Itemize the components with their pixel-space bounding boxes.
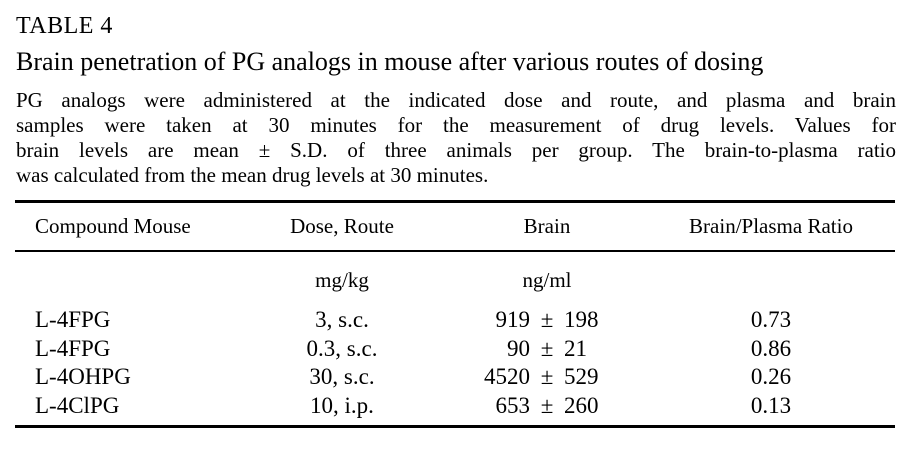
cell-dose-route: 0.3, s.c. — [306, 335, 378, 361]
description-line-4: was calculated from the mean drug levels… — [16, 163, 489, 187]
plus-minus-symbol: ± — [540, 307, 554, 332]
table-description: PG analogs were administered at the indi… — [16, 88, 896, 188]
table-body: L-4FPG 3, s.c. 919 ± 198 0.73 L-4FPG 0.3… — [16, 306, 896, 420]
units-ratio-empty — [647, 268, 895, 292]
table-header-row: Compound Mouse Dose, Route Brain Brain/P… — [15, 203, 895, 250]
cell-ratio: 0.26 — [750, 364, 792, 389]
cell-brain-value: 919 ± 198 — [447, 306, 647, 335]
cell-ratio: 0.13 — [750, 392, 792, 418]
plus-minus-symbol: ± — [540, 392, 554, 418]
table-bottom-rule — [15, 425, 895, 428]
cell-brain-value: 653 ± 260 — [447, 392, 647, 421]
column-header-brain: Brain — [523, 214, 571, 238]
table-row: L-4FPG 3, s.c. 919 ± 198 0.73 — [15, 306, 895, 335]
table-header-rule — [15, 250, 895, 252]
column-header-dose-route: Dose, Route — [290, 214, 394, 238]
table-row: L-4FPG 0.3, s.c. 90 ± 21 0.86 — [15, 335, 895, 364]
brain-sd: 198 — [564, 307, 599, 332]
cell-compound: L-4ClPG — [35, 392, 120, 418]
table-top-rule — [15, 200, 895, 203]
table-units-row: mg/kg ng/ml — [15, 252, 895, 292]
units-compound-empty — [15, 268, 237, 292]
cell-brain-value: 90 ± 21 — [447, 335, 647, 364]
table-caption: Brain penetration of PG analogs in mouse… — [16, 47, 764, 76]
plus-minus-symbol: ± — [540, 335, 554, 361]
units-dose: mg/kg — [315, 268, 369, 292]
cell-compound: L-4FPG — [35, 335, 111, 361]
table-row: L-4ClPG 10, i.p. 653 ± 260 0.13 — [15, 392, 895, 421]
brain-mean: 653 — [495, 392, 531, 418]
table-number-label: TABLE 4 — [16, 13, 113, 39]
table-row: L-4OHPG 30, s.c. 4520 ± 529 0.26 — [15, 363, 895, 392]
column-header-brain-plasma-ratio: Brain/Plasma Ratio — [689, 214, 853, 238]
cell-ratio: 0.86 — [750, 335, 792, 361]
cell-dose-route: 30, s.c. — [309, 364, 375, 389]
cell-compound: L-4FPG — [35, 307, 111, 332]
brain-mean: 919 — [495, 307, 531, 332]
brain-mean: 90 — [507, 335, 530, 361]
brain-sd: 260 — [564, 392, 599, 418]
description-line-2: samples were taken at 30 minutes for the… — [16, 113, 896, 137]
brain-sd: 21 — [564, 335, 587, 361]
column-header-compound: Compound Mouse — [35, 214, 191, 238]
brain-mean: 4520 — [484, 364, 530, 389]
cell-brain-value: 4520 ± 529 — [447, 363, 647, 392]
table-figure: TABLE 4 Brain penetration of PG analogs … — [15, 12, 896, 428]
units-brain: ng/ml — [522, 268, 572, 292]
cell-dose-route: 3, s.c. — [315, 307, 369, 332]
cell-compound: L-4OHPG — [35, 364, 131, 389]
description-line-1: PG analogs were administered at the indi… — [16, 88, 896, 112]
cell-dose-route: 10, i.p. — [310, 392, 374, 418]
brain-sd: 529 — [564, 364, 599, 389]
plus-minus-symbol: ± — [540, 364, 554, 389]
cell-ratio: 0.73 — [750, 307, 792, 332]
description-line-3: brain levels are mean ± S.D. of three an… — [16, 138, 896, 162]
